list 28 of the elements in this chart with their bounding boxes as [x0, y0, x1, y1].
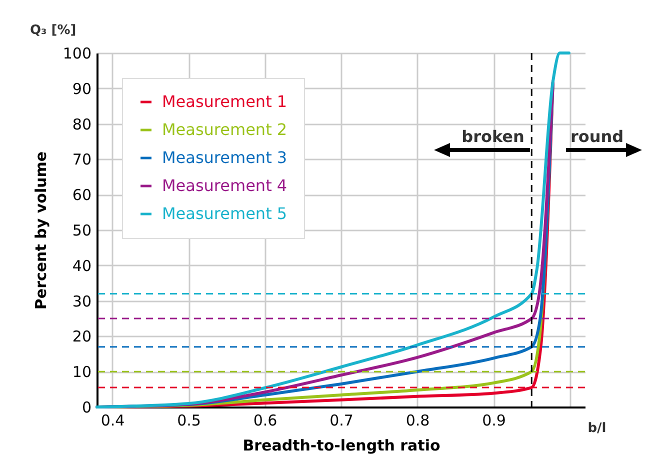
y-tick-label: 80	[72, 115, 92, 134]
y-tick-label: 10	[72, 363, 92, 382]
y-tick-label: 70	[72, 150, 92, 169]
legend-label: Measurement 1	[162, 92, 288, 111]
y-tick-label: 50	[72, 222, 92, 240]
x-tick-label: 0.4	[100, 412, 125, 430]
y-tick-label: 60	[72, 186, 92, 204]
x-tick-label: 0.7	[330, 412, 354, 430]
legend-label: Measurement 2	[162, 120, 288, 139]
legend-label: Measurement 5	[162, 204, 288, 223]
y-axis-title: Percent by volume	[32, 151, 50, 310]
y-tick-label: 30	[72, 292, 92, 310]
x-tick-label: 0.6	[253, 412, 278, 430]
legend-label: Measurement 3	[162, 148, 288, 167]
x-tick-label: 0.9	[482, 412, 506, 430]
y-tick-label: 40	[72, 256, 92, 275]
y-tick-label: 100	[62, 44, 92, 62]
y-tick-label: 90	[72, 80, 92, 98]
text: Q₃ [%]	[30, 23, 76, 38]
legend-label: Measurement 4	[162, 176, 288, 195]
y-tick-label: 20	[72, 328, 92, 346]
x-axis-title: Breadth-to-length ratio	[242, 436, 440, 454]
annotation: broken	[462, 127, 524, 146]
x-tick-label: 0.8	[406, 412, 430, 430]
text: b/l	[588, 421, 606, 436]
x-tick-label: 0.5	[177, 412, 201, 430]
y-tick-label: 0	[82, 398, 92, 416]
annotation: round	[570, 127, 624, 146]
